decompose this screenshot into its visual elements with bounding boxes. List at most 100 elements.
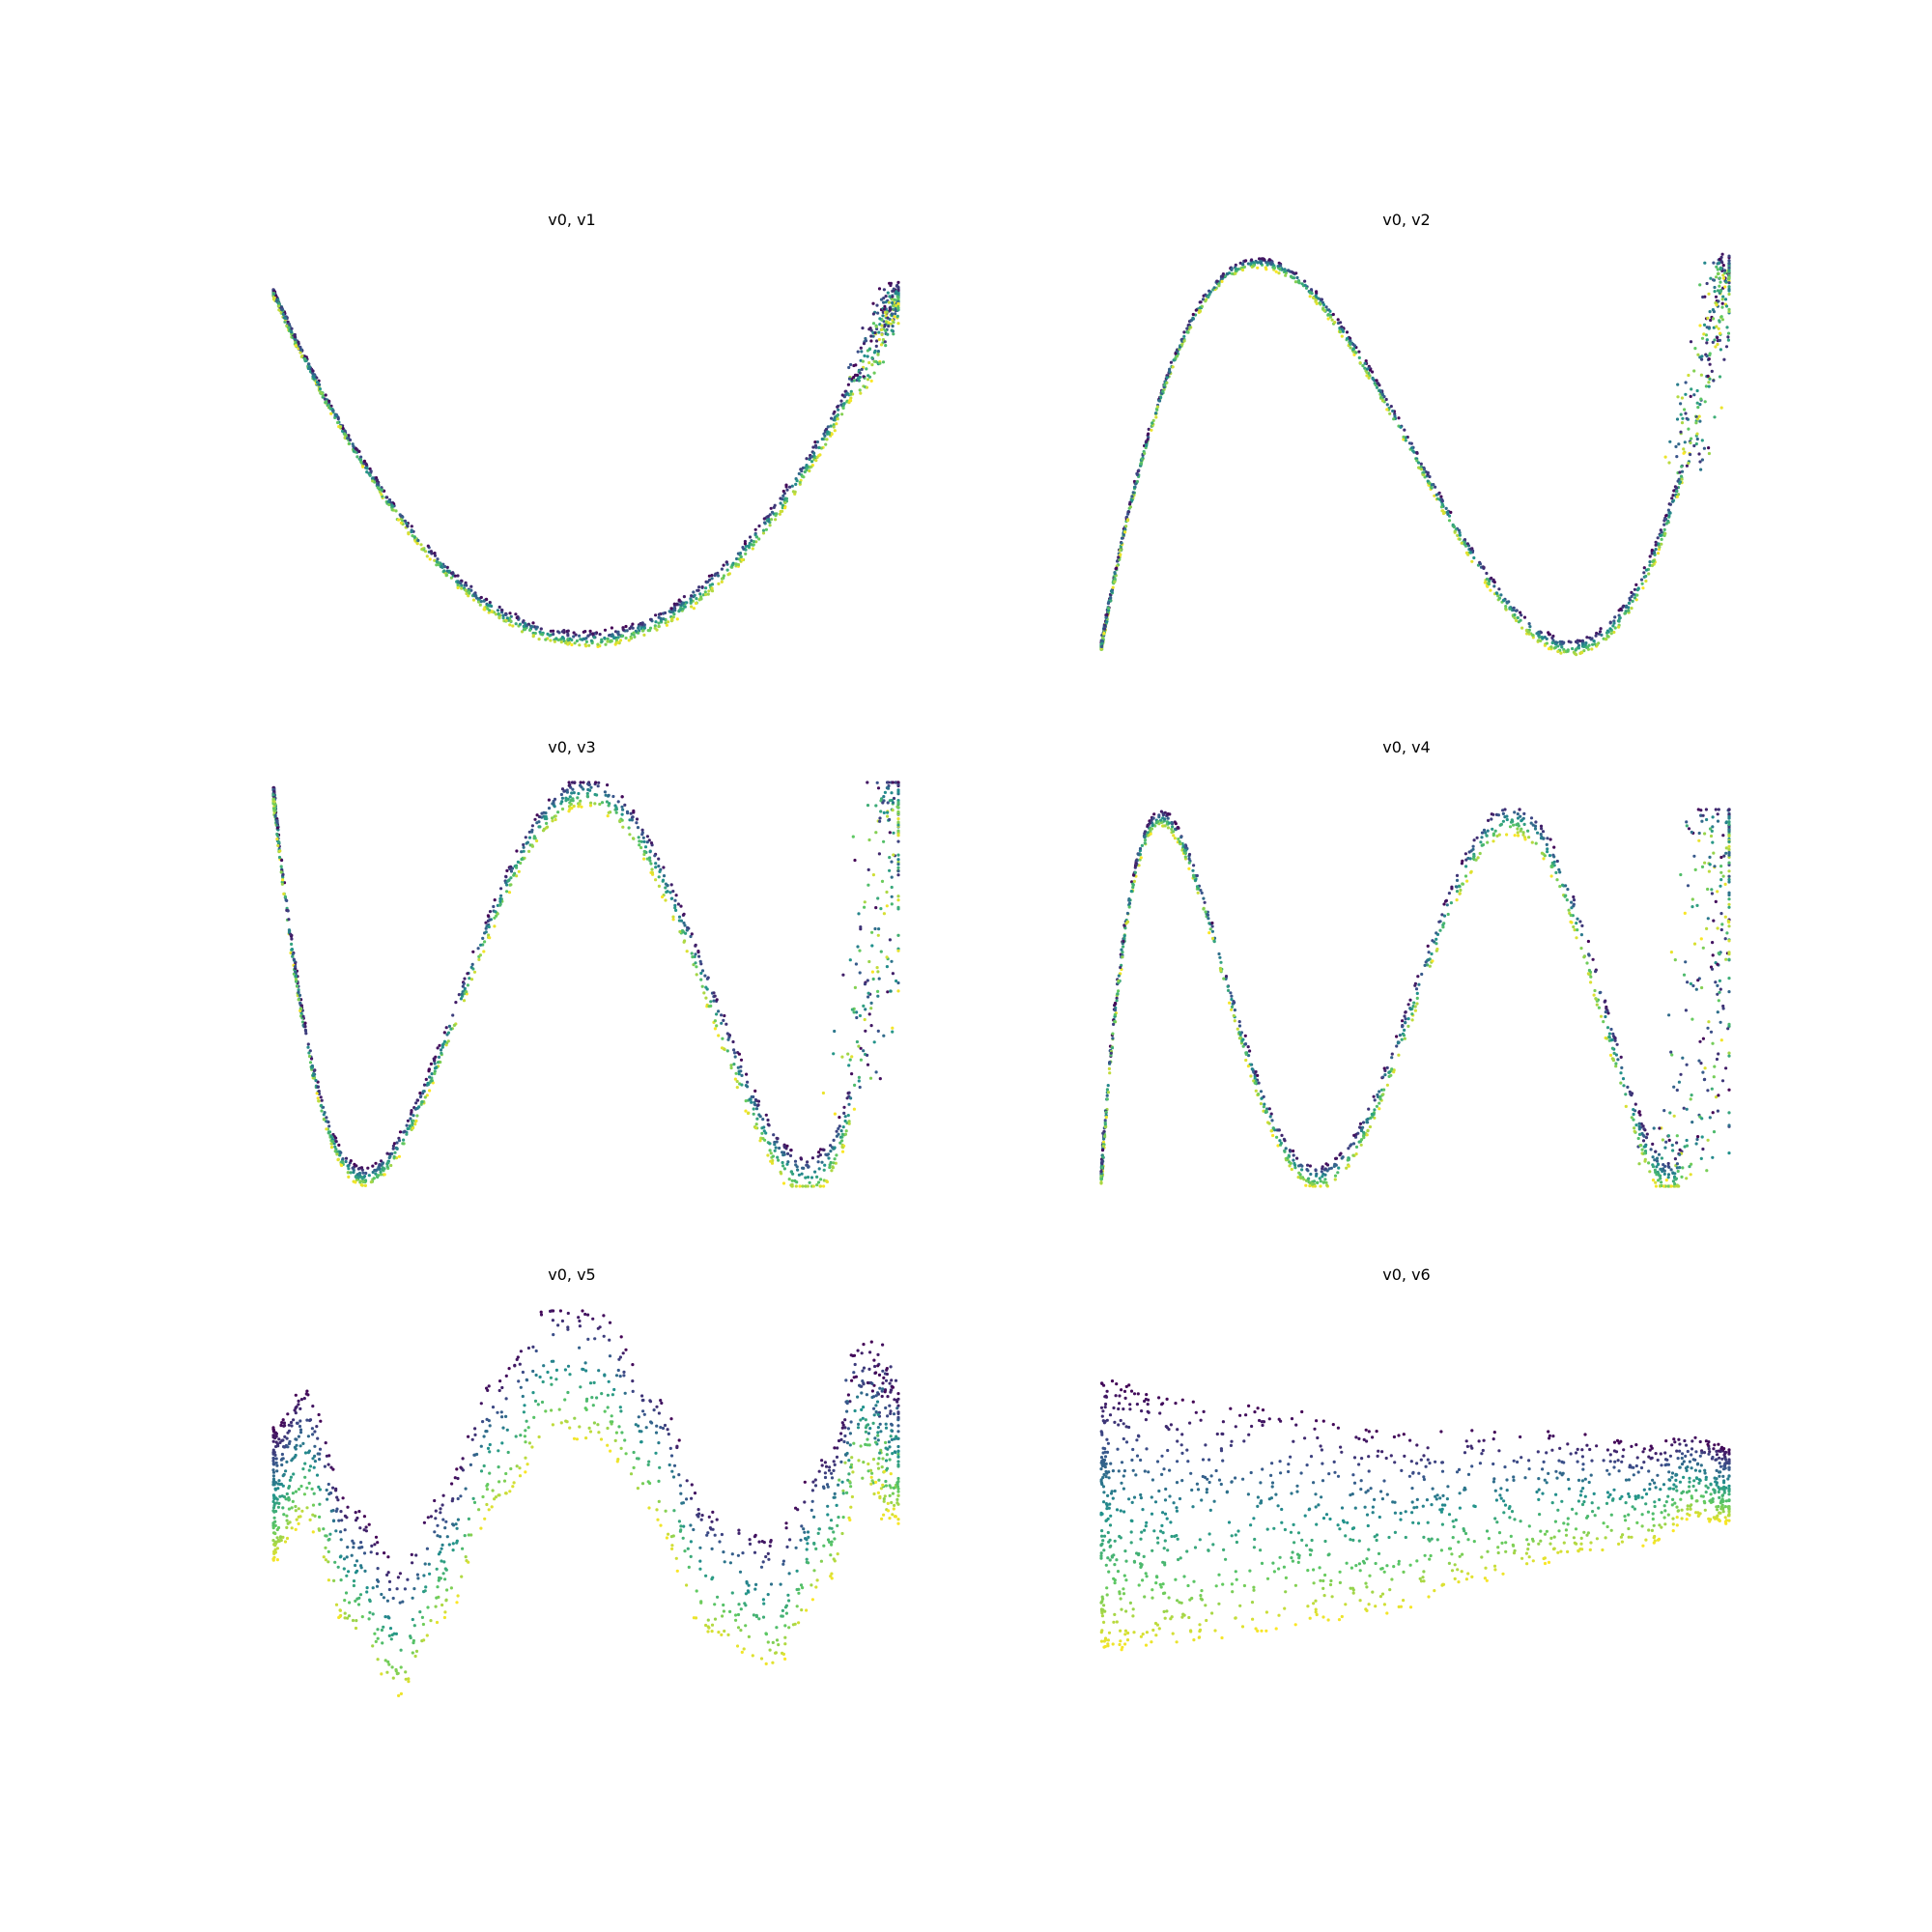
scatter-point [1685,1138,1689,1143]
scatter-panel-v0-v3: v0, v3 [271,738,900,1188]
scatter-point [535,813,539,817]
scatter-point [1699,397,1703,401]
scatter-point [365,467,369,470]
scatter-point [1539,639,1543,643]
scatter-point [835,1129,838,1133]
scatter-point [1703,861,1707,865]
scatter-point [484,926,488,930]
scatter-point [1539,631,1543,635]
scatter-point [1157,813,1161,817]
scatter-point [891,289,895,293]
scatter-point [1230,1008,1234,1011]
scatter-point [634,629,638,634]
scatter-point [882,1034,886,1037]
scatter-point [1713,285,1717,290]
scatter-point [783,501,787,505]
scatter-point [1230,1005,1235,1009]
scatter-point [1545,842,1548,847]
scatter-point [1680,396,1684,400]
scatter-point [865,385,869,389]
scatter-point [316,1085,320,1089]
scatter-point [1698,355,1702,359]
scatter-point [863,900,867,904]
scatter-point [549,639,553,642]
scatter-point [464,588,468,592]
scatter-point [1321,306,1325,310]
scatter-point [800,469,804,473]
scatter-point [710,586,714,590]
scatter-point [896,292,900,296]
scatter-point [750,543,753,547]
scatter-point [885,781,890,784]
scatter-point [1664,1140,1668,1144]
scatter-point [1719,884,1722,888]
scatter-point [1686,980,1690,984]
scatter-point [1666,508,1670,512]
scatter-point [1711,953,1715,957]
scatter-point [329,1146,334,1150]
scatter-point [1689,394,1692,398]
scatter-point [1575,922,1578,925]
scatter-point [830,432,834,436]
scatter-point [390,508,394,512]
scatter-point [1403,1014,1406,1018]
scatter-point [1699,373,1703,377]
scatter-point [849,362,853,367]
scatter-point [1611,624,1615,628]
scatter-point [838,1135,843,1139]
scatter-point [891,801,895,805]
scatter-point [824,427,829,431]
scatter-point [508,883,512,887]
scatter-point [834,1161,838,1165]
scatter-point [642,857,646,861]
scatter-point [1720,305,1724,309]
scatter-point [722,574,726,578]
scatter-point [279,870,283,874]
scatter-point [871,873,876,877]
scatter-point [766,1153,770,1157]
scatter-point [824,1179,829,1183]
scatter-point [325,1116,328,1120]
scatter-point [272,289,276,293]
scatter-point [863,354,867,357]
scatter-point [1461,882,1464,886]
scatter-point [638,839,641,843]
scatter-point [375,478,379,482]
scatter-point [726,1037,730,1041]
scatter-point [1698,324,1702,327]
scatter-point [343,432,347,436]
scatter-point [818,1184,822,1188]
scatter-point [846,1052,850,1056]
scatter-point [1303,279,1307,283]
scatter-point [1139,462,1143,466]
scatter-point [1259,1090,1264,1094]
scatter-point [556,630,560,634]
scatter-points [1099,252,1731,657]
scatter-point [1717,327,1720,330]
scatter-point [840,1139,844,1143]
scatter-point [1321,302,1326,307]
scatter-point [616,630,620,634]
scatter-point [612,636,616,640]
scatter-point [1660,537,1663,542]
scatter-point [709,1000,713,1004]
scatter-point [1172,834,1176,838]
scatter-point [1264,261,1268,265]
scatter-point [1672,1085,1676,1089]
scatter-point [504,612,508,616]
scatter-point [849,392,853,396]
scatter-point [1721,874,1725,878]
scatter-point [836,405,839,409]
scatter-point [1304,286,1309,290]
scatter-point [1727,275,1731,279]
scatter-point [1670,499,1675,503]
scatter-point [849,389,853,393]
scatter-point [747,1111,751,1115]
scatter-point [381,1167,384,1172]
scatter-point [1415,450,1419,455]
scatter-point [890,791,894,795]
scatter-point [433,1062,437,1065]
scatter-point [493,924,497,928]
scatter-point [1605,635,1609,639]
scatter-point [346,1164,350,1168]
